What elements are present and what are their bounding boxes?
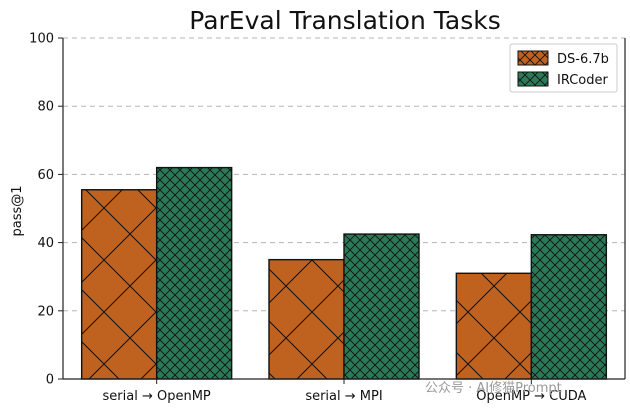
legend-label-0: DS-6.7b [557, 52, 609, 67]
y-tick-label: 20 [37, 304, 54, 319]
y-ticks: 0 20 40 60 80 100 [29, 32, 63, 388]
y-axis-label: pass@1 [10, 185, 25, 236]
x-tick-label: serial → OpenMP [103, 389, 211, 404]
y-tick-label: 100 [29, 32, 54, 47]
watermark-text: 公众号 · AI修猫Prompt [425, 381, 562, 396]
bars [80, 166, 608, 380]
y-tick-label: 40 [37, 236, 54, 251]
x-tick-label: serial → MPI [305, 389, 382, 404]
chart-title: ParEval Translation Tasks [189, 6, 501, 35]
legend: DS-6.7b IRCoder [509, 43, 618, 93]
x-ticks: serial → OpenMP serial → MPI OpenMP → CUDA [103, 379, 587, 404]
legend-swatch-1 [517, 71, 549, 87]
legend-label-1: IRCoder [557, 73, 609, 88]
bar-1-1 [343, 233, 420, 380]
x-tick-label: OpenMP → CUDA [476, 389, 586, 404]
bar-0-2 [455, 272, 533, 380]
y-tick-label: 80 [37, 100, 54, 115]
y-tick-label: 60 [37, 168, 54, 183]
y-tick-label: 0 [46, 373, 54, 388]
legend-swatch-0 [517, 50, 549, 66]
bar-0-1 [268, 258, 345, 380]
bar-0-0 [80, 189, 158, 380]
bar-1-2 [530, 234, 608, 380]
bar-1-0 [155, 166, 233, 380]
